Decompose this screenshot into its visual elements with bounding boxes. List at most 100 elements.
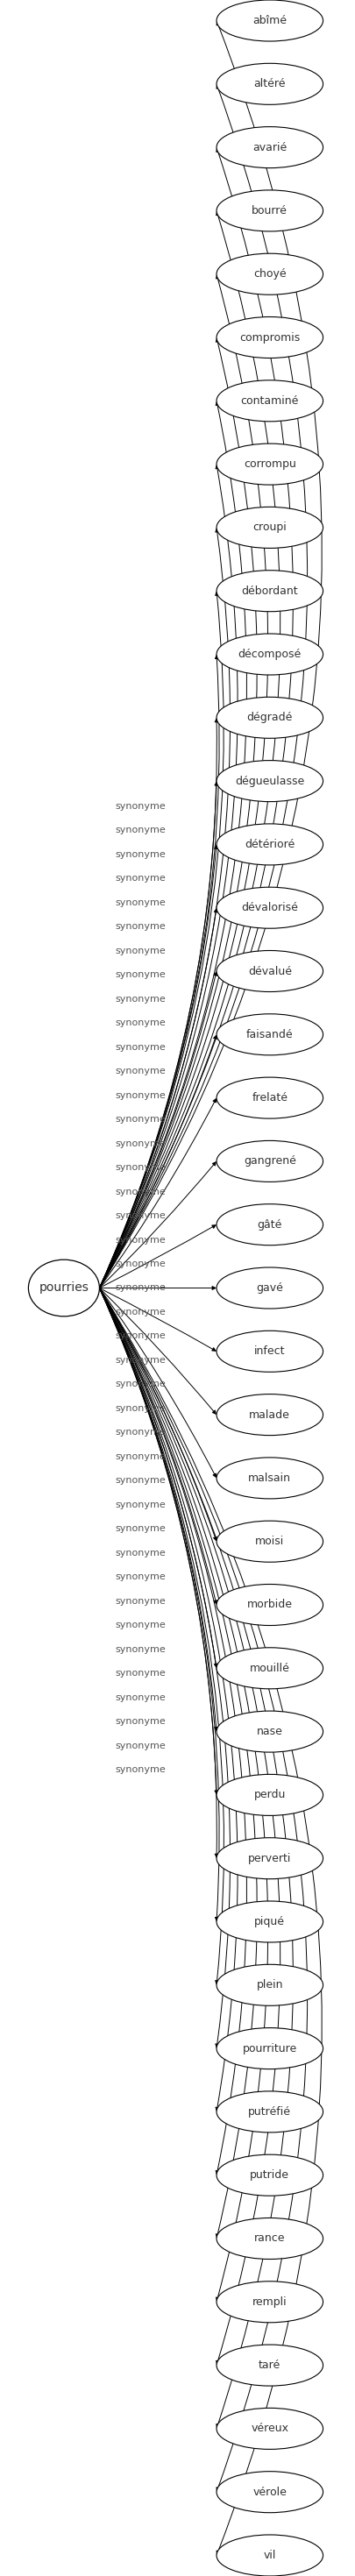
Ellipse shape (217, 317, 323, 358)
Text: synonyme: synonyme (115, 1115, 166, 1123)
Ellipse shape (217, 1649, 323, 1690)
FancyArrowPatch shape (99, 1288, 216, 1476)
FancyArrowPatch shape (99, 1288, 217, 1605)
Text: vérole: vérole (253, 2486, 287, 2499)
Ellipse shape (217, 2027, 323, 2069)
Text: synonyme: synonyme (115, 1043, 166, 1051)
Ellipse shape (28, 1260, 99, 1316)
Text: véreux: véreux (251, 2424, 289, 2434)
FancyArrowPatch shape (99, 1288, 257, 2239)
Ellipse shape (217, 1584, 323, 1625)
Ellipse shape (217, 951, 323, 992)
FancyArrowPatch shape (99, 1288, 218, 1667)
Text: synonyme: synonyme (115, 1309, 166, 1316)
Text: détérioré: détérioré (245, 840, 295, 850)
Text: synonyme: synonyme (115, 1260, 166, 1267)
Ellipse shape (217, 634, 323, 675)
Text: synonyme: synonyme (115, 1620, 166, 1631)
FancyArrowPatch shape (99, 1288, 322, 2555)
Text: gâté: gâté (257, 1218, 282, 1231)
FancyArrowPatch shape (99, 1288, 218, 1793)
Text: frelaté: frelaté (252, 1092, 288, 1103)
Text: synonyme: synonyme (115, 1139, 166, 1149)
Ellipse shape (217, 2535, 323, 2576)
Ellipse shape (217, 2218, 323, 2259)
Text: infect: infect (254, 1345, 285, 1358)
FancyArrowPatch shape (99, 276, 268, 1288)
Text: faisandé: faisandé (246, 1028, 293, 1041)
Text: synonyme: synonyme (115, 1427, 166, 1437)
Ellipse shape (217, 2282, 323, 2324)
Text: altéré: altéré (254, 77, 286, 90)
Ellipse shape (217, 824, 323, 866)
Ellipse shape (217, 1141, 323, 1182)
FancyArrowPatch shape (99, 402, 247, 1288)
FancyArrowPatch shape (99, 971, 217, 1288)
FancyArrowPatch shape (99, 1288, 219, 1922)
Text: pourries: pourries (39, 1283, 89, 1293)
Text: synonyme: synonyme (115, 1066, 166, 1077)
Ellipse shape (217, 64, 323, 106)
FancyArrowPatch shape (99, 149, 293, 1288)
FancyArrowPatch shape (99, 337, 257, 1288)
FancyArrowPatch shape (99, 719, 218, 1288)
Ellipse shape (217, 443, 323, 484)
Text: malsain: malsain (248, 1473, 291, 1484)
Text: décomposé: décomposé (238, 649, 301, 659)
Text: synonyme: synonyme (115, 922, 166, 930)
Text: dégradé: dégradé (247, 711, 293, 724)
Text: synonyme: synonyme (115, 1211, 166, 1221)
Text: synonyme: synonyme (115, 827, 166, 835)
Ellipse shape (217, 1203, 323, 1244)
Ellipse shape (217, 1267, 323, 1309)
FancyArrowPatch shape (99, 1288, 293, 2427)
Text: synonyme: synonyme (115, 1646, 166, 1654)
Text: avarié: avarié (253, 142, 287, 152)
Ellipse shape (217, 2344, 323, 2385)
Ellipse shape (217, 1458, 323, 1499)
Text: synonyme: synonyme (115, 873, 166, 884)
FancyArrowPatch shape (99, 1288, 224, 1984)
Ellipse shape (217, 569, 323, 611)
Text: synonyme: synonyme (115, 1381, 166, 1388)
Text: synonyme: synonyme (115, 1453, 166, 1461)
Text: synonyme: synonyme (115, 1692, 166, 1703)
Text: synonyme: synonyme (115, 1476, 166, 1484)
Text: rance: rance (254, 2233, 285, 2244)
FancyArrowPatch shape (99, 21, 322, 1288)
Text: synonyme: synonyme (115, 1499, 166, 1510)
Ellipse shape (217, 2409, 323, 2450)
Text: nase: nase (257, 1726, 283, 1736)
FancyArrowPatch shape (99, 1036, 217, 1288)
FancyArrowPatch shape (99, 1288, 216, 1414)
Ellipse shape (217, 1837, 323, 1878)
Text: rempli: rempli (252, 2295, 287, 2308)
Text: dévalorisé: dévalorisé (241, 902, 298, 914)
Text: perverti: perverti (248, 1852, 291, 1865)
Text: croupi: croupi (253, 523, 287, 533)
Text: synonyme: synonyme (115, 1355, 166, 1365)
Ellipse shape (217, 760, 323, 801)
FancyArrowPatch shape (99, 1288, 268, 2300)
Text: choyé: choyé (253, 268, 286, 281)
FancyArrowPatch shape (99, 1100, 216, 1288)
Text: synonyme: synonyme (115, 1188, 166, 1195)
Text: vil: vil (263, 2550, 276, 2561)
FancyArrowPatch shape (99, 1288, 218, 1731)
Ellipse shape (217, 1077, 323, 1118)
Ellipse shape (217, 2470, 323, 2512)
Text: contaminé: contaminé (241, 394, 299, 407)
Text: synonyme: synonyme (115, 1404, 166, 1412)
Ellipse shape (217, 698, 323, 739)
Text: synonyme: synonyme (115, 1018, 166, 1028)
FancyArrowPatch shape (99, 845, 218, 1288)
Ellipse shape (217, 1965, 323, 2007)
FancyArrowPatch shape (99, 1288, 218, 1857)
Ellipse shape (217, 886, 323, 927)
FancyArrowPatch shape (99, 1288, 216, 1350)
Ellipse shape (217, 1901, 323, 1942)
Text: synonyme: synonyme (115, 1283, 166, 1293)
Ellipse shape (217, 0, 323, 41)
Text: plein: plein (256, 1978, 283, 1991)
Text: synonyme: synonyme (115, 850, 166, 858)
